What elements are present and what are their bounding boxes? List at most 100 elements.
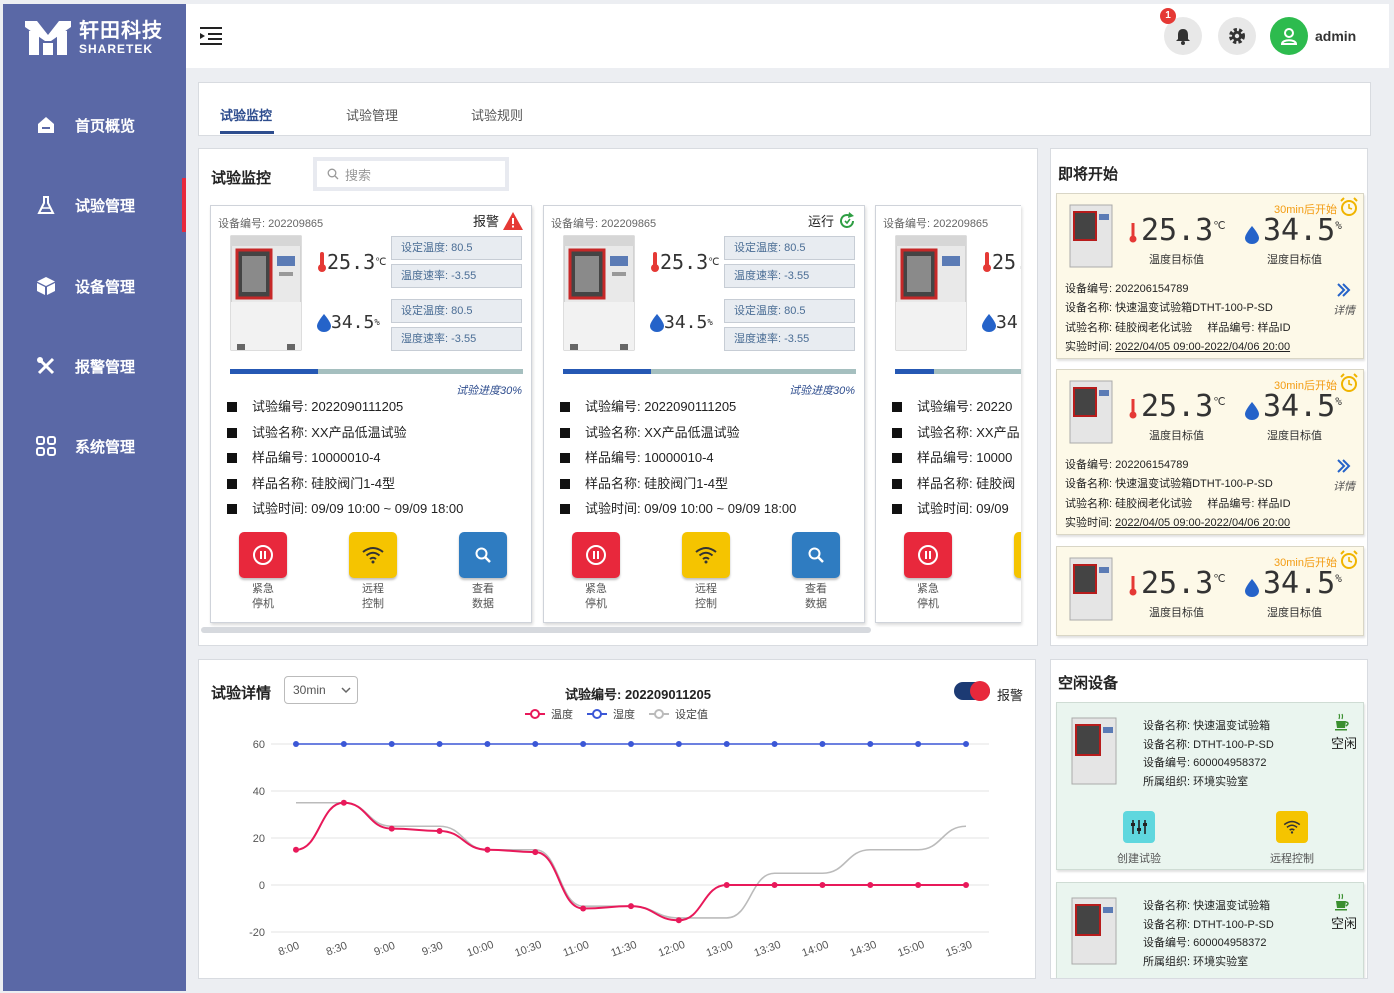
humidity-unit: % [707,317,713,328]
panel-title: 试验详情 [211,685,272,702]
sample-name: 样品名称: 硅胶阀门1-4型 [227,473,395,492]
sidebar-item-devices[interactable]: 设备管理 [3,259,186,313]
trend-chart: 温度 湿度 设定值 60 40 20 0 -20 8:00 8:30 9:00 9:30 10:00 10… [249,707,989,960]
data-point [580,905,587,912]
data-point [293,741,299,747]
tab-test-monitor[interactable]: 试验监控 [220,108,273,123]
chevron-right-double-icon[interactable] [1335,458,1351,474]
target-temperature-label: 温度目标值 [1149,430,1204,442]
test-number: 试验编号: 2022090111205 [227,396,403,415]
horizontal-scrollbar[interactable] [201,627,871,633]
create-test-button[interactable] [1123,811,1155,843]
sidebar-item-system[interactable]: 系统管理 [3,419,186,473]
x-tick-label: 14:30 [848,939,878,960]
sidebar-item-tests[interactable]: 试验管理 [3,178,186,232]
user-icon [1280,28,1298,45]
detail-link[interactable]: 详情 [1333,481,1355,493]
home-icon [35,114,57,136]
wifi-icon [695,547,717,564]
panel-title: 空闲设备 [1058,675,1119,692]
data-point [819,882,826,888]
sidebar-item-alarms[interactable]: 报警管理 [3,339,186,393]
device-model: 设备名称: DTHT-100-P-SD [1143,739,1274,751]
emergency-stop-button[interactable] [904,532,952,578]
test-name: 试验名称: 硅胶阀老化试验 样品编号: 样品ID [1065,498,1291,510]
target-humidity-label: 湿度目标值 [1267,430,1322,442]
device-organization: 所属组织: 环境实验室 [1143,776,1249,788]
search-placeholder: 搜索 [345,167,372,183]
water-drop-icon [1245,579,1259,597]
sidebar-item-label: 系统管理 [75,438,136,456]
test-name: 试验名称: XX产品低温试验 [560,422,740,441]
water-drop-icon [317,313,331,332]
device-card[interactable]: 设备编号: 202209865 25. 34. 试验编号: 20220 试验名称… [875,205,1021,623]
x-tick-label: 10:30 [513,939,543,960]
y-tick-label: 60 [253,739,265,751]
search-input[interactable]: 搜索 [313,157,509,191]
temperature-value: 25. [992,250,1021,274]
legend-label: 温度 [551,707,573,721]
status-label: 运行 [807,214,834,229]
start-countdown: 30min后开始 [1274,380,1337,392]
upcoming-item[interactable]: 30min后开始 25.3℃ 温度目标值 34.5% 湿度目标值 设备编号: 2… [1056,369,1364,535]
x-tick-label: 15:30 [944,939,974,960]
remote-control-button[interactable] [682,532,730,578]
x-tick-label: 9:30 [420,940,444,959]
temperature-reading: 25.3 ℃ [650,250,719,274]
view-data-label: 查看 数据 [805,583,827,610]
start-countdown: 30min后开始 [1274,557,1337,569]
test-name: 试验名称: XX产品 [892,422,1020,441]
device-card[interactable]: 设备编号: 202209865 运行 25.3 ℃ 34.5% 设定温度: 80.… [543,205,865,623]
idle-device-item[interactable]: 设备名称: 快速温变试验箱 设备名称: DTHT-100-P-SD 设备编号: … [1056,702,1364,870]
data-point [340,741,347,747]
temperature-rate: 温度速率: -3.55 [391,264,522,288]
progress-bar [895,369,1021,374]
test-details-panel: 试验详情 30min 试验编号: 202209011205 报警 温度 湿度 设定值… [198,659,1036,979]
data-point [867,741,874,747]
emergency-stop-label: 紧急 停机 [585,583,607,610]
menu-toggle-icon[interactable] [200,26,222,46]
sample-name: 样品名称: 硅胶阀门1-4型 [560,473,728,492]
time-range-select[interactable]: 30min [284,676,358,704]
idle-devices-panel: 空闲设备 设备名称: 快速温变试验箱 设备名称: DTHT-100-P-SD 设… [1050,659,1368,979]
chevron-right-double-icon[interactable] [1335,282,1351,298]
upcoming-item[interactable]: 30min后开始 25.3℃ 温度目标值 34.5% 湿度目标值 设备编号: 2… [1056,193,1364,359]
status-badge: 运行 [808,211,856,230]
device-organization: 所属组织: 环境实验室 [1143,956,1249,968]
alarm-toggle[interactable] [954,681,990,701]
remote-control-button[interactable] [1276,811,1308,843]
humidity-unit: % [374,317,380,328]
sample-name: 样品名称: 硅胶阀 [892,473,1015,492]
device-name: 设备名称: 快速温变试验箱DTHT-100-P-SD [1065,302,1273,314]
progress-bar [230,369,523,374]
upcoming-item[interactable]: 30min后开始 25.3℃ 温度目标值 34.5% 湿度目标值 [1056,546,1364,636]
logo-icon [25,21,71,55]
emergency-stop-button[interactable] [572,532,620,578]
stop-icon [253,545,273,565]
alarm-toggle-label: 报警 [997,688,1024,703]
avatar[interactable] [1270,17,1308,55]
detail-link[interactable]: 详情 [1333,305,1355,317]
remote-control-button[interactable] [1014,532,1021,578]
gear-icon [1229,28,1245,44]
remote-control-button[interactable] [349,532,397,578]
sidebar-item-label: 首页概览 [75,117,136,135]
device-card[interactable]: 设备编号: 202209865 报警 25.3 ℃ 34.5% 设定温度: 80.… [210,205,532,623]
emergency-stop-button[interactable] [239,532,287,578]
y-tick-label: 20 [253,833,265,845]
username[interactable]: admin [1315,28,1357,44]
humidity-value: 34. [996,312,1021,333]
sample-number: 样品编号: 10000010-4 [560,447,714,466]
top-bar: 1 admin [186,4,1389,68]
settings-button[interactable] [1218,17,1256,55]
view-data-button[interactable] [792,532,840,578]
device-number: 设备编号: 600004958372 [1143,937,1267,949]
view-data-button[interactable] [459,532,507,578]
idle-device-item[interactable]: 设备名称: 快速温变试验箱 设备名称: DTHT-100-P-SD 设备编号: … [1056,882,1364,978]
sidebar-item-home[interactable]: 首页概览 [3,98,186,152]
tab-test-management[interactable]: 试验管理 [346,108,399,123]
humidity-reading: 34.5% [650,312,713,333]
tab-test-rules[interactable]: 试验规则 [471,108,524,123]
wifi-icon [1283,820,1301,834]
search-icon [475,547,491,563]
